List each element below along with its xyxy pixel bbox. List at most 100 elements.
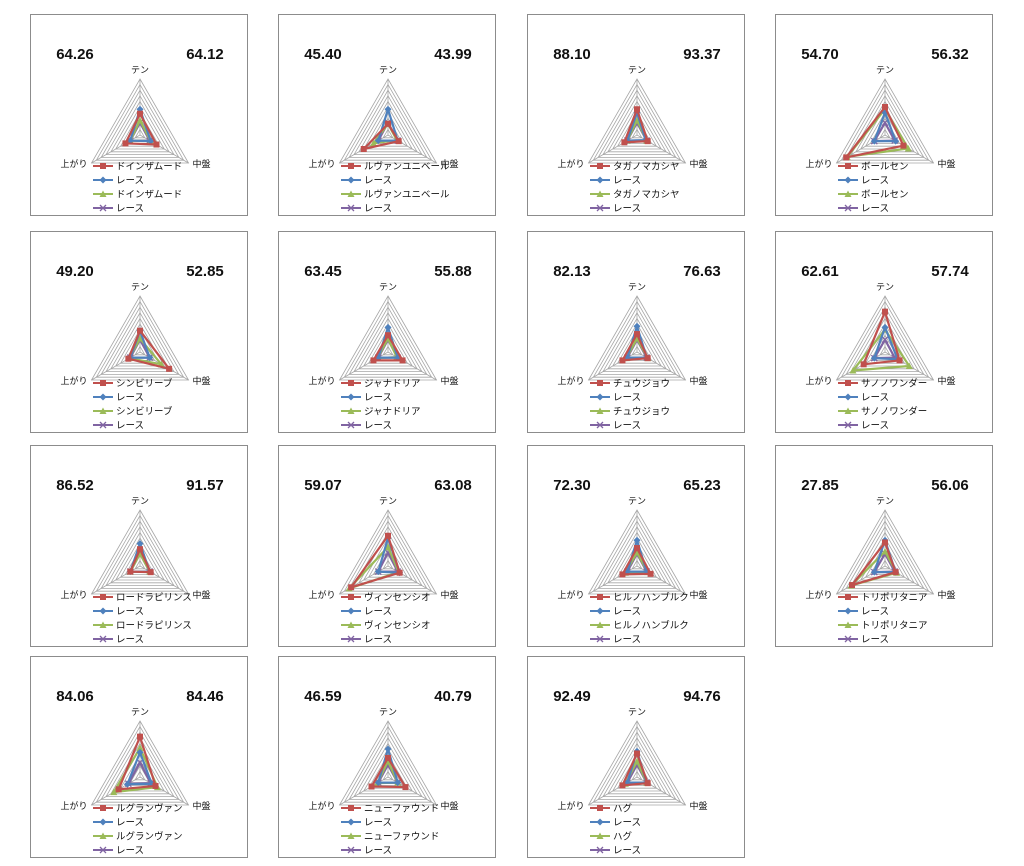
diamond-icon xyxy=(596,393,604,401)
radar-gridline xyxy=(358,742,418,795)
diamond-icon xyxy=(596,607,604,615)
radar-chart-panel: テン 中盤 上がり 88.10 93.37 タガノマカシヤ レース タガノマカシヤ レース xyxy=(527,14,745,216)
radar-gridline xyxy=(95,300,185,378)
radar-gridline xyxy=(592,300,682,378)
data-point xyxy=(644,780,651,787)
radar-gridline xyxy=(115,537,165,581)
legend-entry: ドインザムード xyxy=(116,162,182,173)
radar-chart-panel: テン 中盤 上がり 86.52 91.57 ロードラピリンス レース ロードラピリンス レース xyxy=(30,445,248,647)
axis-label: テン xyxy=(131,707,149,718)
score-right: 56.32 xyxy=(931,46,969,63)
axis-label: 中盤 xyxy=(192,800,210,812)
legend-entry: レース xyxy=(613,635,641,646)
radar-gridline xyxy=(850,312,920,373)
triangle-icon xyxy=(99,407,107,414)
triangle-icon xyxy=(844,407,852,414)
x-icon xyxy=(347,635,355,643)
score-right: 93.37 xyxy=(683,46,721,63)
radar-gridline xyxy=(105,526,175,587)
score-left: 84.06 xyxy=(56,688,94,705)
radar-gridline xyxy=(607,531,667,584)
series-line xyxy=(377,108,399,142)
legend-entry: レース xyxy=(861,176,889,187)
score-left: 59.07 xyxy=(304,477,342,494)
data-point xyxy=(360,146,367,152)
radar-gridline xyxy=(348,306,428,375)
diamond-icon xyxy=(99,818,107,826)
data-point xyxy=(619,571,626,578)
legend-entry: レース xyxy=(613,176,641,187)
triangle-icon xyxy=(347,407,355,414)
radar-gridline xyxy=(587,720,687,806)
score-left: 88.10 xyxy=(553,46,591,63)
radar-chart-panel: テン 中盤 上がり 92.49 94.76 ハグ レース ハグ レース xyxy=(527,656,745,858)
diamond-icon xyxy=(347,818,355,826)
legend-entry: ジャナドリア xyxy=(364,407,421,418)
square-icon xyxy=(100,594,106,600)
score-right: 64.12 xyxy=(186,46,224,63)
radar-gridline xyxy=(597,520,677,589)
radar-gridline xyxy=(597,306,677,375)
axis-label: テン xyxy=(379,707,397,718)
radar-gridline xyxy=(95,725,185,803)
square-icon xyxy=(100,805,106,811)
diamond-icon xyxy=(844,607,852,615)
square-icon xyxy=(348,163,354,169)
legend-entry: タガノマカシヤ xyxy=(613,162,680,173)
axis-label: 中盤 xyxy=(192,158,210,170)
series-line xyxy=(127,329,171,370)
score-right: 65.23 xyxy=(683,477,721,494)
data-point xyxy=(147,137,155,145)
data-point xyxy=(374,568,382,576)
legend-entry: ルグランヴァン xyxy=(116,803,183,815)
radar-gridline xyxy=(845,520,925,589)
data-point xyxy=(900,142,907,149)
series-line xyxy=(350,534,401,589)
data-point xyxy=(633,536,641,544)
axis-label: 上がり xyxy=(60,158,87,170)
series-line xyxy=(621,332,649,362)
legend-entry: レース xyxy=(613,393,641,404)
radar-gridline xyxy=(100,731,180,800)
legend-entry: レース xyxy=(364,635,392,646)
triangle-icon xyxy=(99,621,107,628)
radar-spoke xyxy=(836,565,886,595)
radar-gridline xyxy=(343,725,433,803)
data-point xyxy=(136,335,144,342)
radar-gridline xyxy=(367,328,409,364)
radar-gridline xyxy=(850,95,920,156)
radar-gridline xyxy=(616,753,658,789)
data-point xyxy=(110,788,118,796)
axis-label: テン xyxy=(628,496,646,507)
diamond-icon xyxy=(347,393,355,401)
square-icon xyxy=(100,380,106,386)
x-icon xyxy=(596,846,604,854)
data-point xyxy=(122,140,129,147)
score-left: 27.85 xyxy=(801,477,839,494)
axis-label: 上がり xyxy=(60,375,87,387)
legend-entry: レース xyxy=(116,204,144,215)
triangle-icon xyxy=(844,190,852,197)
radar-gridline xyxy=(363,106,413,150)
legend-entry: トリポリタニア xyxy=(861,593,928,604)
data-point xyxy=(385,332,391,339)
diamond-icon xyxy=(347,176,355,184)
square-icon xyxy=(348,805,354,811)
radar-gridline xyxy=(382,345,394,356)
score-right: 91.57 xyxy=(186,477,224,494)
diamond-icon xyxy=(347,607,355,615)
data-point xyxy=(402,784,409,791)
legend-entry: レース xyxy=(116,818,144,829)
data-point xyxy=(396,569,403,576)
data-point xyxy=(374,779,382,787)
data-point xyxy=(619,782,626,789)
series-line xyxy=(370,756,407,789)
axis-label: テン xyxy=(628,707,646,718)
radar-gridline xyxy=(90,78,190,164)
data-point xyxy=(633,757,641,765)
radar-chart-panel: テン 中盤 上がり 64.26 64.12 ドインザムード レース ドインザムード レース xyxy=(30,14,248,216)
